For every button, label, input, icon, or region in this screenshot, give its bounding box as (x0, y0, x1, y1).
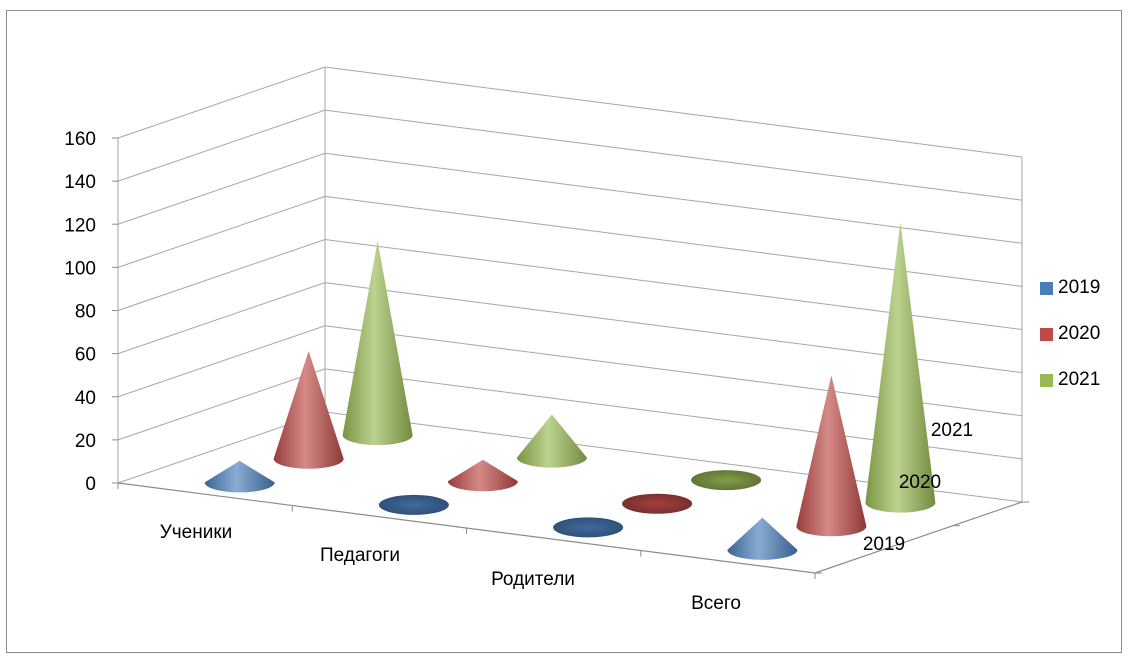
y-tick-label: 120 (64, 215, 96, 236)
y-tick-label: 100 (64, 258, 96, 279)
y-tick-label: 80 (75, 302, 96, 323)
gridline (117, 109, 1023, 201)
gridline (117, 325, 1023, 417)
gridline (117, 238, 1023, 330)
axes (112, 137, 1029, 579)
category-label: Ученики (160, 522, 233, 543)
y-tick-label: 0 (85, 474, 96, 495)
y-tick-label: 60 (75, 345, 96, 366)
cone (204, 460, 275, 493)
cone-base-empty (622, 493, 693, 514)
legend-label: 2020 (1058, 323, 1101, 344)
cone (865, 222, 936, 513)
cone-base-empty (378, 494, 449, 515)
y-tick-label: 40 (75, 388, 96, 409)
gridline (117, 282, 1023, 374)
gridlines (117, 66, 1023, 503)
legend-item: 2021 (1040, 369, 1126, 390)
y-tick-label: 160 (64, 129, 96, 150)
y-tick-label: 140 (64, 172, 96, 193)
legend-swatch (1040, 373, 1053, 387)
legend-item: 2019 (1040, 277, 1126, 298)
category-label: Родители (491, 569, 575, 590)
axis-labels: 0 20 40 60 80 100 120 140 160 Ученики Педагоги Роди… (64, 129, 973, 614)
chart-frame (6, 10, 1122, 653)
depth-axis (814, 501, 1023, 574)
gridline (117, 368, 1023, 460)
cone (273, 350, 344, 469)
cone-base-empty (553, 517, 624, 538)
cones (204, 222, 936, 560)
legend: 2019 2020 2021 (1040, 277, 1126, 416)
cone (447, 459, 518, 492)
legend-label: 2019 (1058, 277, 1101, 298)
cone (516, 414, 587, 468)
legend-swatch (1040, 327, 1053, 341)
category-label: Педагоги (320, 545, 400, 566)
depth-label: 2020 (899, 472, 941, 493)
gridline (117, 195, 1023, 287)
legend-item: 2020 (1040, 323, 1126, 344)
legend-label: 2021 (1058, 369, 1101, 390)
cone-base-empty (691, 470, 762, 491)
cone (796, 375, 867, 537)
category-label: Всего (691, 593, 741, 614)
legend-swatch (1040, 281, 1053, 295)
y-tick-label: 20 (75, 431, 96, 452)
depth-label: 2019 (863, 534, 905, 555)
gridline (117, 66, 1023, 158)
cone (727, 517, 798, 560)
cone (342, 241, 413, 446)
depth-label: 2021 (931, 420, 973, 441)
gridline (117, 152, 1023, 244)
